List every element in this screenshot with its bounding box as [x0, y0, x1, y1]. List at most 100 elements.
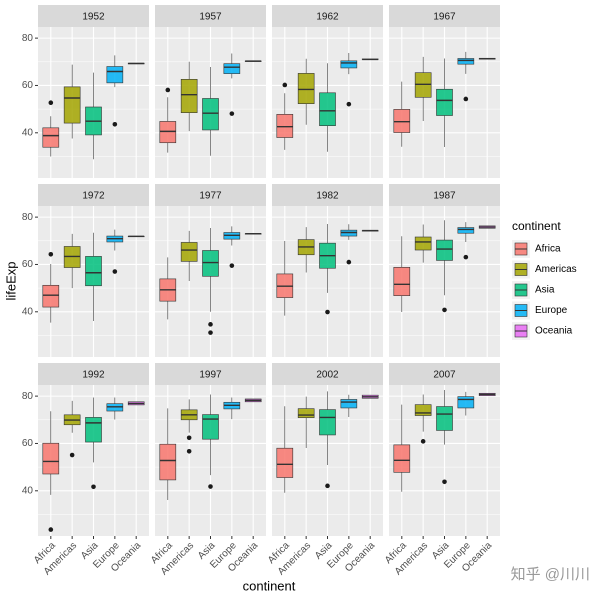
y-tick-label: 80: [22, 391, 34, 402]
y-tick-label: 60: [22, 438, 34, 449]
outlier: [463, 96, 469, 102]
strip: [272, 5, 383, 27]
box: [42, 127, 60, 148]
y-tick-label: 60: [22, 259, 34, 270]
box: [159, 121, 177, 144]
outlier: [229, 263, 235, 268]
strip: [155, 184, 266, 206]
outlier: [186, 435, 192, 441]
y-tick-label: 40: [22, 485, 34, 496]
strip-label: 1967: [433, 12, 456, 23]
strip: [155, 5, 266, 27]
box: [393, 109, 411, 133]
box: [457, 58, 475, 65]
box: [297, 408, 315, 418]
box: [85, 256, 102, 287]
outlier: [69, 452, 75, 458]
strip-label: 1957: [199, 12, 222, 23]
outlier: [165, 87, 171, 93]
outlier: [208, 322, 213, 327]
box: [393, 266, 411, 297]
strip: [389, 184, 500, 206]
box: [414, 404, 432, 416]
strip: [389, 5, 500, 27]
outlier: [112, 269, 118, 274]
outlier: [48, 527, 54, 532]
legend-label: Asia: [535, 285, 555, 296]
outlier: [48, 251, 54, 257]
box: [414, 72, 432, 98]
y-tick-label: 60: [22, 80, 34, 91]
strip: [272, 363, 383, 385]
legend-label: Americas: [535, 264, 577, 275]
strip-label: 1977: [199, 191, 222, 202]
box: [414, 236, 432, 251]
strip-label: 1962: [316, 12, 339, 23]
box: [180, 79, 198, 113]
box: [436, 239, 453, 261]
box: [63, 86, 81, 124]
outlier: [442, 307, 447, 313]
strip-label: 1972: [82, 191, 105, 202]
outlier: [48, 100, 54, 106]
strip: [38, 5, 149, 27]
box: [393, 444, 411, 473]
outlier: [346, 101, 352, 107]
strip: [389, 363, 500, 385]
box: [42, 284, 60, 308]
y-tick-label: 40: [22, 306, 34, 317]
strip-label: 1992: [82, 370, 105, 381]
box: [106, 66, 124, 84]
strip: [272, 184, 383, 206]
outlier: [208, 330, 213, 335]
y-tick-label: 80: [22, 212, 34, 223]
box: [276, 447, 294, 478]
box: [340, 60, 358, 69]
outlier: [325, 483, 330, 489]
strip-label: 1982: [316, 191, 339, 202]
box: [202, 414, 219, 440]
outlier: [420, 439, 426, 444]
outlier: [186, 448, 192, 454]
outlier: [91, 484, 96, 490]
box: [436, 406, 453, 431]
legend-title: continent: [512, 219, 561, 233]
box: [85, 417, 102, 443]
outlier: [325, 309, 330, 315]
outlier: [229, 111, 235, 116]
box: [159, 443, 177, 481]
box: [202, 250, 219, 277]
outlier: [442, 479, 447, 485]
legend-label: Africa: [535, 244, 561, 255]
legend-label: Europe: [535, 305, 568, 316]
strip: [155, 363, 266, 385]
strip: [38, 363, 149, 385]
box: [319, 409, 336, 436]
box: [276, 114, 294, 138]
strip-label: 1997: [199, 370, 222, 381]
legend-label: Oceania: [535, 326, 573, 337]
box: [457, 227, 475, 234]
box: [457, 396, 475, 409]
strip: [38, 184, 149, 206]
box: [340, 399, 358, 409]
box: [180, 242, 198, 262]
y-tick-label: 80: [22, 33, 34, 44]
box: [202, 98, 219, 131]
box: [297, 73, 315, 104]
box: [436, 88, 453, 116]
watermark: 知乎 @川川: [511, 566, 590, 583]
outlier: [346, 259, 352, 265]
outlier: [463, 254, 469, 260]
strip-label: 1987: [433, 191, 456, 202]
outlier: [282, 82, 288, 88]
outlier: [208, 484, 213, 489]
box: [42, 442, 60, 475]
box: [319, 92, 336, 126]
strip-label: 2002: [316, 370, 339, 381]
y-tick-label: 40: [22, 127, 34, 138]
outlier: [112, 121, 118, 127]
box: [223, 63, 241, 74]
y-axis-title: lifeExp: [3, 261, 18, 300]
